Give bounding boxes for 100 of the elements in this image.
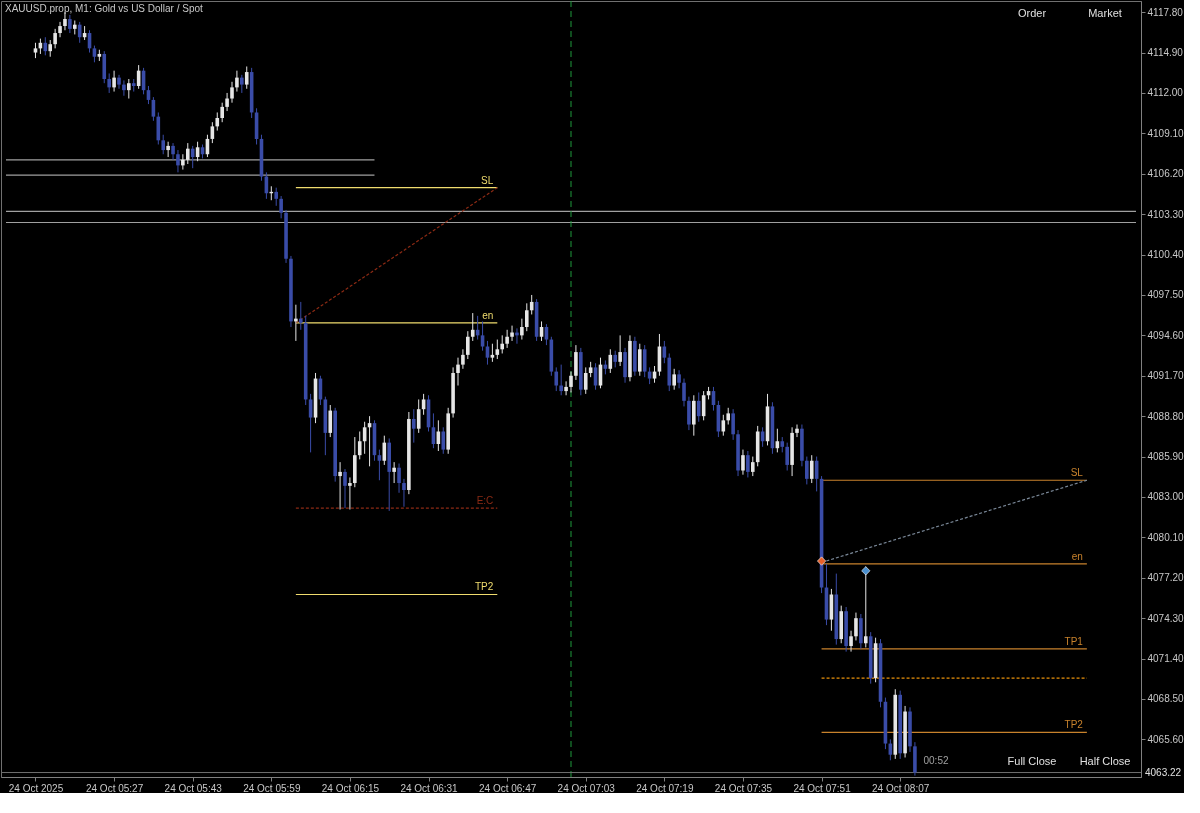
x-tick-label: 24 Oct 2025 (8, 782, 64, 794)
candlestick (230, 81, 234, 104)
x-tick-label: 24 Oct 05:27 (85, 782, 144, 794)
candlestick (569, 371, 573, 393)
y-tick-label: 4100.40 (1147, 249, 1185, 261)
candlestick (692, 394, 696, 437)
series-label: TP1 (1064, 635, 1084, 647)
candlestick (559, 364, 563, 396)
candlestick (392, 461, 396, 484)
candlestick (618, 334, 622, 367)
candlestick (809, 454, 814, 484)
candlestick (500, 334, 505, 354)
x-tick-label: 24 Oct 05:59 (243, 782, 301, 794)
y-tick-label: 4103.30 (1147, 208, 1185, 220)
candlestick (338, 461, 342, 511)
candlestick (185, 142, 190, 165)
series-label: en (1071, 550, 1083, 562)
annotation: Order (1017, 7, 1047, 19)
candlestick (279, 195, 283, 219)
series-label: en (482, 309, 494, 321)
series-label: SL (481, 174, 494, 186)
candlestick (564, 380, 568, 396)
candlestick (510, 325, 514, 342)
candlestick (220, 102, 224, 123)
candlestick (490, 343, 495, 363)
candlestick (495, 339, 500, 360)
candlestick (554, 366, 559, 392)
candlestick (731, 408, 735, 441)
candlestick (441, 426, 446, 455)
x-tick-label: 24 Oct 06:47 (479, 782, 537, 794)
candlestick (741, 449, 745, 476)
candlestick (637, 343, 642, 377)
candlestick (68, 14, 72, 34)
x-tick-label: 24 Oct 07:35 (714, 782, 773, 794)
candlestick (795, 424, 799, 438)
series-label: SL (1070, 467, 1084, 479)
y-tick-label: 4114.90 (1147, 47, 1184, 59)
y-tick-label: 4080.10 (1147, 531, 1185, 543)
candlestick (583, 366, 588, 395)
y-tick-label: 4074.30 (1147, 612, 1185, 624)
x-tick-label: 24 Oct 05:43 (164, 782, 223, 794)
candlestick (524, 302, 529, 332)
candlestick (166, 141, 170, 158)
candlestick (348, 476, 352, 511)
x-tick-label: 24 Oct 07:03 (557, 782, 616, 794)
candlestick (357, 430, 362, 460)
y-tick-label: 4083.00 (1147, 491, 1185, 503)
y-tick-label: 4097.50 (1147, 289, 1185, 301)
ref-line-label: 4063.22 (1145, 766, 1182, 778)
x-tick-label: 24 Oct 07:19 (636, 782, 694, 794)
annotation: Half Close (1079, 754, 1131, 767)
candlestick (112, 70, 116, 93)
y-tick-label: 4109.10 (1147, 127, 1185, 139)
candlestick (397, 463, 401, 494)
candlestick (171, 142, 175, 161)
candlestick (687, 396, 691, 431)
candlestick (176, 149, 180, 173)
y-tick-label: 4112.00 (1147, 87, 1184, 99)
annotation: 00:52 (923, 755, 949, 766)
y-tick-label: 4091.70 (1147, 370, 1185, 382)
candlestick (328, 404, 333, 438)
candlestick (161, 134, 166, 155)
candlestick (225, 92, 229, 112)
candlestick (377, 449, 382, 481)
series-label: TP2 (474, 581, 494, 593)
candlestick (466, 330, 470, 360)
candlestick (181, 153, 185, 171)
candlestick (122, 79, 126, 97)
y-tick-label: 4085.90 (1147, 451, 1185, 463)
x-tick-label: 24 Oct 06:15 (321, 782, 380, 794)
y-tick-label: 4117.80 (1147, 6, 1184, 18)
candlestick (672, 368, 676, 391)
candlestick (58, 21, 62, 38)
candlestick (470, 312, 475, 342)
candlestick (240, 74, 244, 94)
candlestick (298, 301, 303, 331)
candlestick (53, 28, 57, 49)
y-tick-label: 4094.60 (1147, 329, 1185, 341)
series-label: TP2 (1064, 719, 1084, 731)
candlestick (343, 468, 347, 509)
y-tick-label: 4065.60 (1147, 733, 1185, 745)
candlestick (456, 357, 460, 387)
candlestick (107, 72, 111, 94)
y-tick-label: 4106.20 (1147, 168, 1185, 180)
candlestick (805, 456, 809, 485)
x-tick-label: 24 Oct 08:07 (872, 782, 930, 794)
candlestick (849, 630, 853, 653)
candlestick (461, 348, 465, 370)
annotation: Full Close (1007, 754, 1057, 767)
y-tick-label: 4088.80 (1147, 410, 1185, 422)
annotation: Market (1088, 7, 1122, 19)
candlestick (274, 187, 279, 207)
y-tick-label: 4068.50 (1147, 693, 1185, 705)
candlestick (235, 70, 239, 93)
candlestick (411, 408, 416, 444)
candlestick (215, 111, 220, 132)
series-label: E:C (476, 495, 494, 507)
candlestick (402, 478, 406, 508)
candlestick (677, 369, 681, 389)
y-tick-label: 4077.20 (1147, 572, 1185, 584)
